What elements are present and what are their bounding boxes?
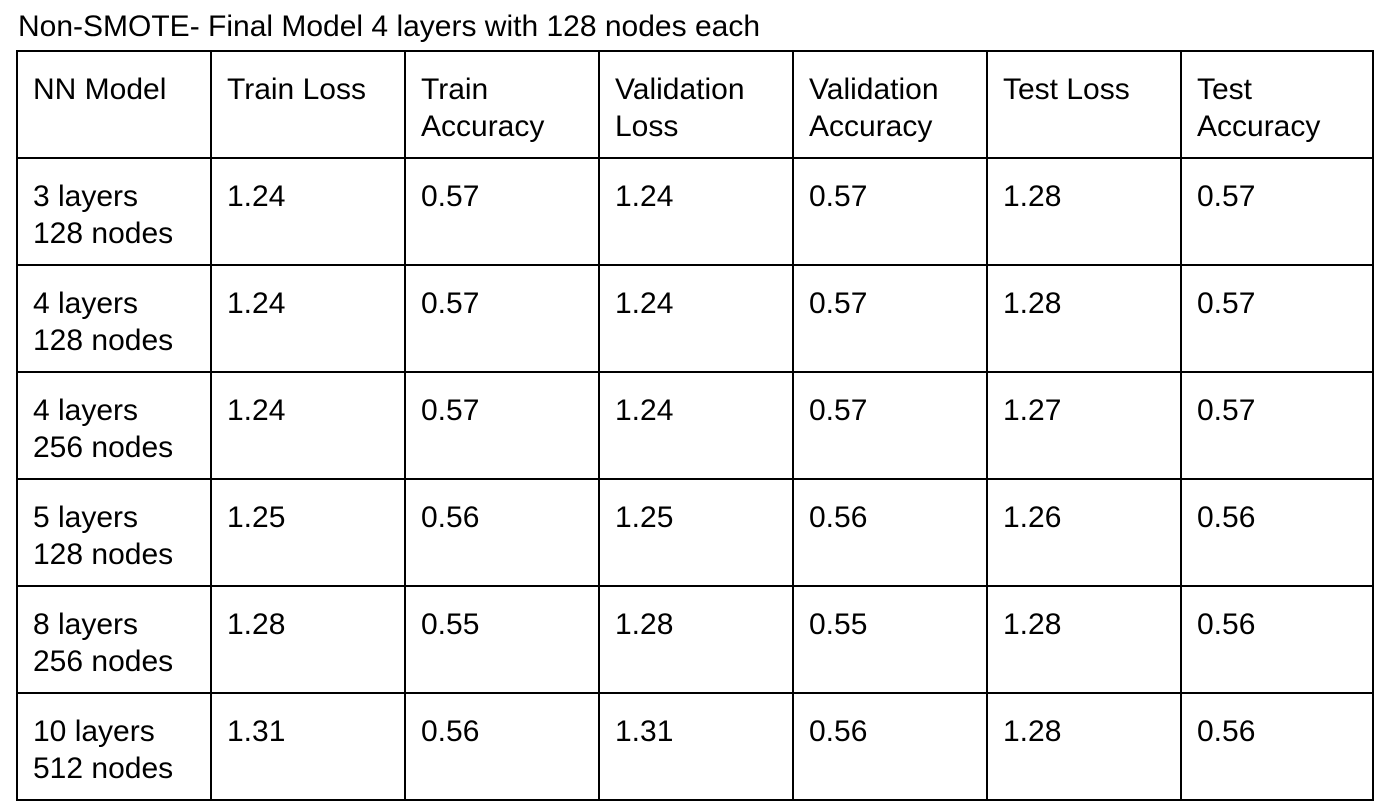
cell-validation-accuracy: 0.56 (792, 478, 988, 587)
model-nodes: 512 nodes (33, 752, 174, 785)
cell-train-accuracy: 0.56 (404, 478, 600, 587)
cell-model: 4 layers 256 nodes (16, 371, 212, 480)
header-text: Test Loss (1003, 73, 1130, 106)
cell-test-accuracy: 0.57 (1180, 157, 1374, 266)
header-cell-test-accuracy: Test Accuracy (1180, 50, 1374, 159)
model-nodes: 256 nodes (33, 431, 174, 464)
model-nodes: 256 nodes (33, 645, 174, 678)
table-row: 4 layers 256 nodes 1.24 0.57 1.24 0.57 1… (16, 371, 1374, 480)
cell-validation-loss: 1.28 (598, 585, 794, 694)
cell-train-loss: 1.24 (210, 157, 406, 266)
cell-model: 10 layers 512 nodes (16, 692, 212, 801)
cell-model: 5 layers 128 nodes (16, 478, 212, 587)
header-text: Accuracy (809, 110, 933, 143)
header-cell-nn-model: NN Model (16, 50, 212, 159)
cell-test-accuracy: 0.56 (1180, 585, 1374, 694)
cell-validation-loss: 1.31 (598, 692, 794, 801)
table-row: 8 layers 256 nodes 1.28 0.55 1.28 0.55 1… (16, 585, 1374, 694)
model-layers: 3 layers (33, 180, 139, 213)
cell-train-loss: 1.24 (210, 264, 406, 373)
cell-train-accuracy: 0.57 (404, 157, 600, 266)
table-row: 3 layers 128 nodes 1.24 0.57 1.24 0.57 1… (16, 157, 1374, 266)
model-layers: 4 layers (33, 287, 139, 320)
cell-validation-loss: 1.24 (598, 264, 794, 373)
cell-validation-loss: 1.24 (598, 371, 794, 480)
table-row: 4 layers 128 nodes 1.24 0.57 1.24 0.57 1… (16, 264, 1374, 373)
model-layers: 8 layers (33, 608, 139, 641)
header-cell-train-loss: Train Loss (210, 50, 406, 159)
cell-train-loss: 1.31 (210, 692, 406, 801)
cell-model: 3 layers 128 nodes (16, 157, 212, 266)
table-row: 5 layers 128 nodes 1.25 0.56 1.25 0.56 1… (16, 478, 1374, 587)
cell-train-accuracy: 0.56 (404, 692, 600, 801)
cell-test-accuracy: 0.56 (1180, 692, 1374, 801)
header-text: Validation (615, 73, 745, 106)
header-text: Loss (615, 110, 679, 143)
header-text: NN Model (33, 73, 167, 106)
cell-train-accuracy: 0.57 (404, 371, 600, 480)
cell-train-accuracy: 0.57 (404, 264, 600, 373)
cell-validation-accuracy: 0.57 (792, 157, 988, 266)
cell-validation-accuracy: 0.55 (792, 585, 988, 694)
cell-test-loss: 1.28 (986, 157, 1182, 266)
cell-train-loss: 1.25 (210, 478, 406, 587)
cell-test-loss: 1.28 (986, 585, 1182, 694)
header-text: Train (421, 73, 489, 106)
cell-test-accuracy: 0.57 (1180, 264, 1374, 373)
cell-train-loss: 1.24 (210, 371, 406, 480)
cell-model: 4 layers 128 nodes (16, 264, 212, 373)
cell-validation-loss: 1.25 (598, 478, 794, 587)
cell-test-accuracy: 0.56 (1180, 478, 1374, 587)
header-cell-validation-loss: Validation Loss (598, 50, 794, 159)
header-cell-train-accuracy: Train Accuracy (404, 50, 600, 159)
cell-test-accuracy: 0.57 (1180, 371, 1374, 480)
cell-train-accuracy: 0.55 (404, 585, 600, 694)
cell-test-loss: 1.28 (986, 692, 1182, 801)
header-text: Test (1197, 73, 1253, 106)
model-layers: 5 layers (33, 501, 139, 534)
cell-test-loss: 1.26 (986, 478, 1182, 587)
header-text: Accuracy (1197, 110, 1321, 143)
cell-validation-accuracy: 0.57 (792, 371, 988, 480)
table-caption: Non-SMOTE- Final Model 4 layers with 128… (18, 10, 761, 43)
model-nodes: 128 nodes (33, 217, 174, 250)
table-header-row: NN Model Train Loss Train Accuracy Valid… (16, 50, 1374, 159)
cell-validation-accuracy: 0.57 (792, 264, 988, 373)
cell-test-loss: 1.28 (986, 264, 1182, 373)
header-cell-validation-accuracy: Validation Accuracy (792, 50, 988, 159)
header-cell-test-loss: Test Loss (986, 50, 1182, 159)
results-table: NN Model Train Loss Train Accuracy Valid… (16, 50, 1374, 801)
cell-test-loss: 1.27 (986, 371, 1182, 480)
header-text: Train Loss (227, 73, 366, 106)
cell-validation-accuracy: 0.56 (792, 692, 988, 801)
table-row: 10 layers 512 nodes 1.31 0.56 1.31 0.56 … (16, 692, 1374, 801)
header-text: Validation (809, 73, 939, 106)
model-nodes: 128 nodes (33, 324, 174, 357)
cell-train-loss: 1.28 (210, 585, 406, 694)
cell-model: 8 layers 256 nodes (16, 585, 212, 694)
model-nodes: 128 nodes (33, 538, 174, 571)
model-layers: 10 layers (33, 715, 155, 748)
model-layers: 4 layers (33, 394, 139, 427)
cell-validation-loss: 1.24 (598, 157, 794, 266)
header-text: Accuracy (421, 110, 545, 143)
